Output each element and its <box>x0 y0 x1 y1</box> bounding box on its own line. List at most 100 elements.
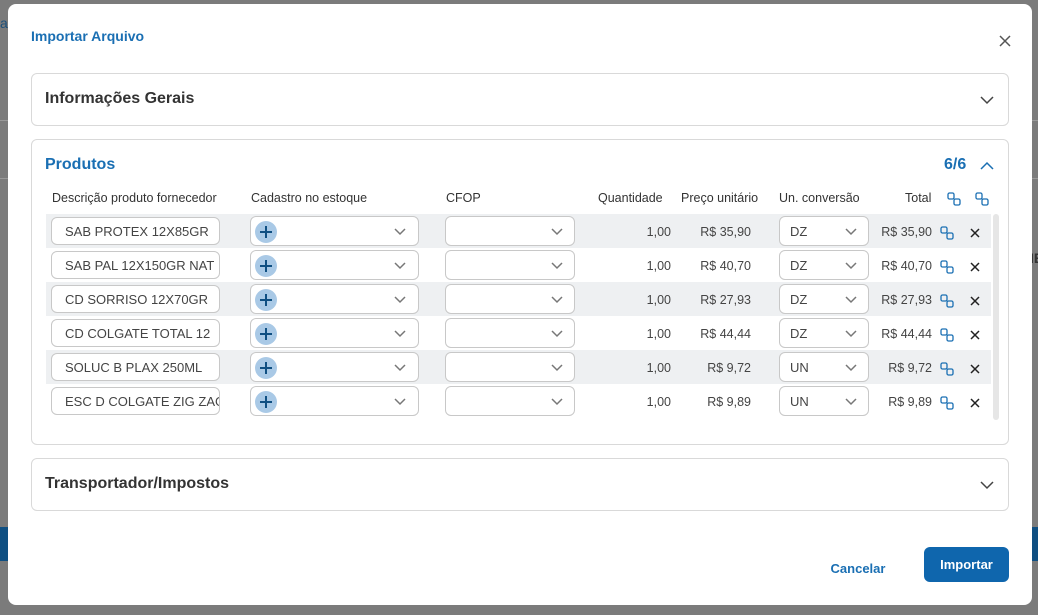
products-title: Produtos <box>45 156 116 173</box>
stock-select[interactable] <box>250 386 419 416</box>
description-field[interactable]: ESC D COLGATE ZIG ZAG <box>51 387 220 415</box>
description-field[interactable]: CD SORRISO 12X70GR <box>51 285 220 313</box>
chevron-down-icon <box>551 228 563 236</box>
description-value: SOLUC B PLAX 250ML <box>65 360 203 375</box>
chevron-down-icon <box>845 330 857 338</box>
conversion-select[interactable]: DZ <box>779 250 869 280</box>
plus-icon[interactable] <box>255 323 277 345</box>
chevron-down-icon <box>394 228 406 236</box>
table-row: SAB PROTEX 12X85GR 1,00 R$ 35,90 DZ R$ 3… <box>46 214 991 248</box>
quantity-value: 1,00 <box>646 259 671 273</box>
header-description: Descrição produto fornecedor <box>52 191 217 205</box>
general-info-title: Informações Gerais <box>45 90 195 107</box>
description-field[interactable]: SAB PAL 12X150GR NAT <box>51 251 220 279</box>
chevron-down-icon <box>394 398 406 406</box>
stock-select[interactable] <box>250 318 419 348</box>
chevron-down-icon[interactable] <box>979 477 995 493</box>
chevron-down-icon <box>551 296 563 304</box>
link-all-icon[interactable] <box>947 192 961 206</box>
background-divider <box>0 120 10 121</box>
stock-select[interactable] <box>250 216 419 246</box>
modal-title: Importar Arquivo <box>31 28 145 44</box>
plus-icon[interactable] <box>255 221 277 243</box>
unit-price-value: R$ 9,89 <box>707 395 751 409</box>
quantity-value: 1,00 <box>646 395 671 409</box>
background-fragment-right: IE <box>1030 250 1038 266</box>
description-field[interactable]: SAB PROTEX 12X85GR <box>51 217 220 245</box>
cfop-select[interactable] <box>445 216 575 246</box>
cancel-button[interactable]: Cancelar <box>830 561 886 576</box>
total-value: R$ 35,90 <box>881 225 932 239</box>
plus-icon[interactable] <box>255 357 277 379</box>
conversion-select[interactable]: DZ <box>779 284 869 314</box>
delete-icon[interactable] <box>969 329 981 341</box>
table-row: ESC D COLGATE ZIG ZAG 1,00 R$ 9,89 UN R$… <box>46 384 991 418</box>
plus-icon[interactable] <box>255 289 277 311</box>
stock-select[interactable] <box>250 250 419 280</box>
conversion-select[interactable]: UN <box>779 386 869 416</box>
transport-panel[interactable]: Transportador/Impostos <box>31 458 1009 511</box>
link-icon[interactable] <box>940 260 954 274</box>
background-divider <box>1028 178 1038 179</box>
chevron-down-icon <box>394 364 406 372</box>
link-icon[interactable] <box>940 396 954 410</box>
description-field[interactable]: SOLUC B PLAX 250ML <box>51 353 220 381</box>
conversion-value: DZ <box>790 258 808 273</box>
table-scrollbar[interactable] <box>993 214 999 420</box>
chevron-down-icon <box>551 398 563 406</box>
products-panel: Produtos 6/6 Descrição produto fornecedo… <box>31 139 1009 445</box>
quantity-value: 1,00 <box>646 225 671 239</box>
link-icon[interactable] <box>940 362 954 376</box>
products-count: 6/6 <box>944 156 967 173</box>
cfop-select[interactable] <box>445 250 575 280</box>
description-value: ESC D COLGATE ZIG ZAG <box>65 394 220 409</box>
import-file-modal: Importar Arquivo Informações Gerais Prod… <box>8 4 1032 605</box>
chevron-down-icon[interactable] <box>979 92 995 108</box>
link-icon[interactable] <box>940 328 954 342</box>
delete-icon[interactable] <box>969 295 981 307</box>
description-value: CD SORRISO 12X70GR <box>65 292 209 307</box>
background-divider <box>1028 120 1038 121</box>
total-value: R$ 9,72 <box>888 361 932 375</box>
table-row: SAB PAL 12X150GR NAT 1,00 R$ 40,70 DZ R$… <box>46 248 991 282</box>
cfop-select[interactable] <box>445 284 575 314</box>
chevron-up-icon[interactable] <box>979 158 995 174</box>
chevron-down-icon <box>551 364 563 372</box>
total-value: R$ 40,70 <box>881 259 932 273</box>
conversion-value: UN <box>790 394 809 409</box>
link-all-icon[interactable] <box>975 192 989 206</box>
chevron-down-icon <box>551 262 563 270</box>
conversion-value: UN <box>790 360 809 375</box>
transport-title: Transportador/Impostos <box>45 475 230 492</box>
total-value: R$ 27,93 <box>881 293 932 307</box>
conversion-value: DZ <box>790 224 808 239</box>
background-divider <box>0 178 10 179</box>
plus-icon[interactable] <box>255 391 277 413</box>
link-icon[interactable] <box>940 294 954 308</box>
conversion-select[interactable]: DZ <box>779 216 869 246</box>
delete-icon[interactable] <box>969 397 981 409</box>
header-cfop: CFOP <box>446 191 481 205</box>
stock-select[interactable] <box>250 284 419 314</box>
cfop-select[interactable] <box>445 352 575 382</box>
link-icon[interactable] <box>940 226 954 240</box>
plus-icon[interactable] <box>255 255 277 277</box>
header-conversion: Un. conversão <box>779 191 860 205</box>
delete-icon[interactable] <box>969 227 981 239</box>
background-bar <box>0 527 10 561</box>
description-field[interactable]: CD COLGATE TOTAL 12 <box>51 319 220 347</box>
general-info-panel[interactable]: Informações Gerais <box>31 73 1009 126</box>
delete-icon[interactable] <box>969 261 981 273</box>
cfop-select[interactable] <box>445 318 575 348</box>
stock-select[interactable] <box>250 352 419 382</box>
cfop-select[interactable] <box>445 386 575 416</box>
close-icon[interactable] <box>996 32 1014 50</box>
total-value: R$ 9,89 <box>888 395 932 409</box>
import-button[interactable]: Importar <box>924 547 1009 582</box>
total-value: R$ 44,44 <box>881 327 932 341</box>
chevron-down-icon <box>551 330 563 338</box>
delete-icon[interactable] <box>969 363 981 375</box>
description-value: SAB PAL 12X150GR NAT <box>65 258 215 273</box>
conversion-select[interactable]: UN <box>779 352 869 382</box>
conversion-select[interactable]: DZ <box>779 318 869 348</box>
